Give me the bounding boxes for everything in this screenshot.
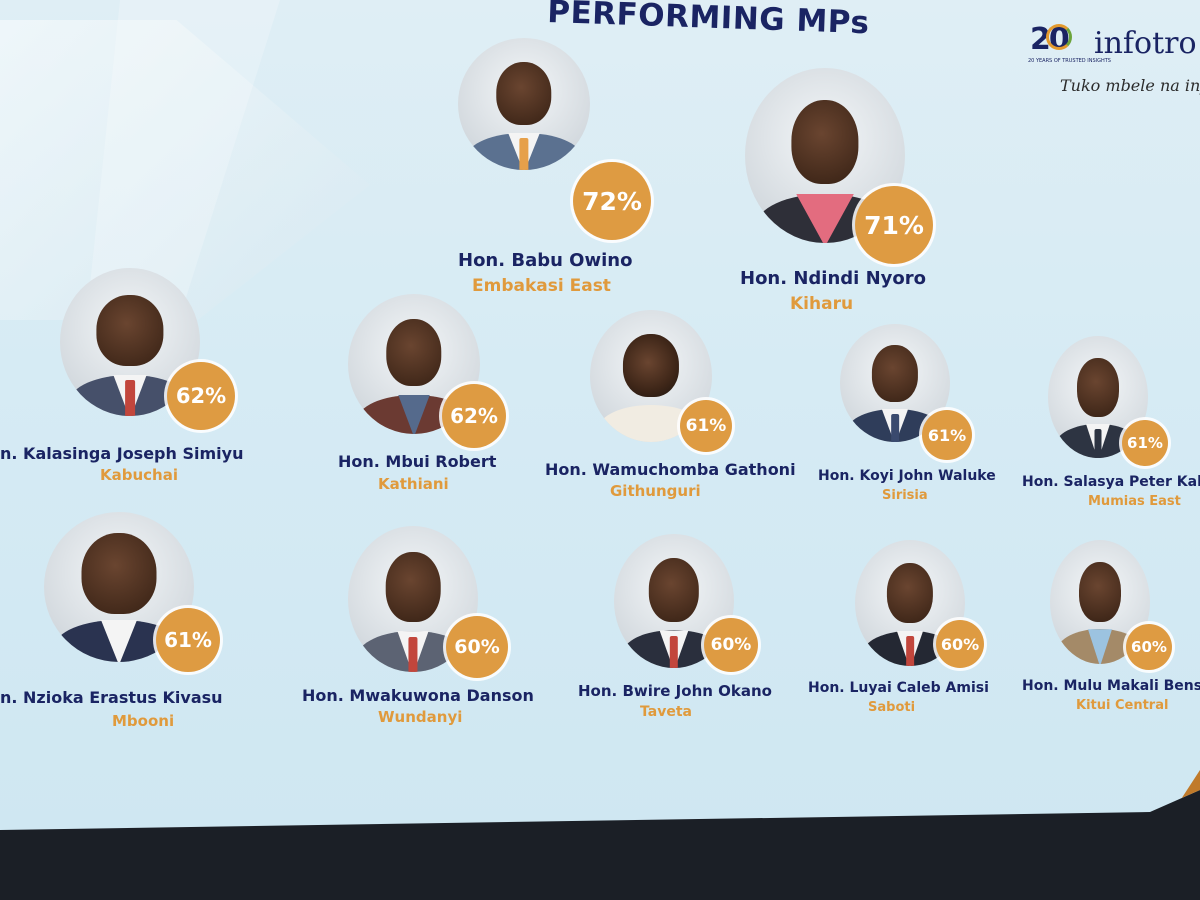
mp-name: Hon. Mwakuwona Danson	[302, 686, 534, 705]
score-badge: 60%	[936, 620, 984, 668]
mp-name: n. Nzioka Erastus Kivasu	[0, 688, 223, 707]
logo-word: infotro	[1094, 26, 1197, 61]
logo-tagline: Tuko mbele na info	[1060, 76, 1200, 95]
presentation-slide: PERFORMING MPs 20 infotro 20 YEARS OF TR…	[0, 0, 1200, 830]
score-badge: 60%	[704, 618, 758, 672]
score-badge: 61%	[680, 400, 732, 452]
score-badge: 61%	[922, 410, 972, 460]
logo-small-print: 20 YEARS OF TRUSTED INSIGHTS	[1028, 58, 1111, 64]
mp-constituency: Kabuchai	[100, 466, 178, 484]
mp-name: Hon. Mbui Robert	[338, 452, 497, 471]
mp-constituency: Mumias East	[1088, 494, 1181, 509]
mp-constituency: Embakasi East	[472, 276, 611, 296]
score-badge: 61%	[156, 608, 220, 672]
mp-name: Hon. Luyai Caleb Amisi	[808, 680, 989, 696]
mp-name: Hon. Ndindi Nyoro	[740, 268, 927, 289]
logo-ring-icon	[1046, 24, 1072, 50]
score-badge: 60%	[446, 616, 508, 678]
score-badge: 71%	[855, 186, 933, 264]
mp-constituency: Githunguri	[610, 482, 701, 500]
mp-name: Hon. Koyi John Waluke	[818, 468, 996, 484]
mp-name: Hon. Salasya Peter Kalerv	[1022, 474, 1200, 490]
score-badge: 60%	[1126, 624, 1172, 670]
score-badge: 62%	[442, 384, 506, 448]
infotrak-logo: 20 infotro 20 YEARS OF TRUSTED INSIGHTS …	[1028, 20, 1200, 100]
mp-constituency: Taveta	[640, 704, 692, 720]
mp-name: Hon. Bwire John Okano	[578, 682, 772, 700]
mp-name: Hon. Wamuchomba Gathoni	[545, 460, 796, 479]
mp-constituency: Mbooni	[112, 712, 175, 730]
mp-name: n. Kalasinga Joseph Simiyu	[0, 444, 244, 463]
mp-photo	[458, 38, 590, 170]
score-badge: 72%	[573, 162, 651, 240]
score-badge: 61%	[1122, 420, 1168, 466]
frame-corner	[1174, 770, 1200, 810]
mp-name: Hon. Babu Owino	[458, 250, 633, 271]
mp-constituency: Sirisia	[882, 488, 928, 503]
mp-constituency: Kiharu	[790, 294, 854, 314]
mp-constituency: Kitui Central	[1076, 698, 1169, 713]
score-badge: 62%	[167, 362, 235, 430]
mp-constituency: Wundanyi	[378, 708, 463, 726]
mp-constituency: Saboti	[868, 700, 916, 715]
mp-photo	[840, 324, 950, 442]
mp-constituency: Kathiani	[378, 475, 449, 493]
mp-name: Hon. Mulu Makali Benson	[1022, 678, 1200, 694]
mp-photo	[348, 526, 478, 672]
slide-title: PERFORMING MPs	[546, 0, 871, 42]
